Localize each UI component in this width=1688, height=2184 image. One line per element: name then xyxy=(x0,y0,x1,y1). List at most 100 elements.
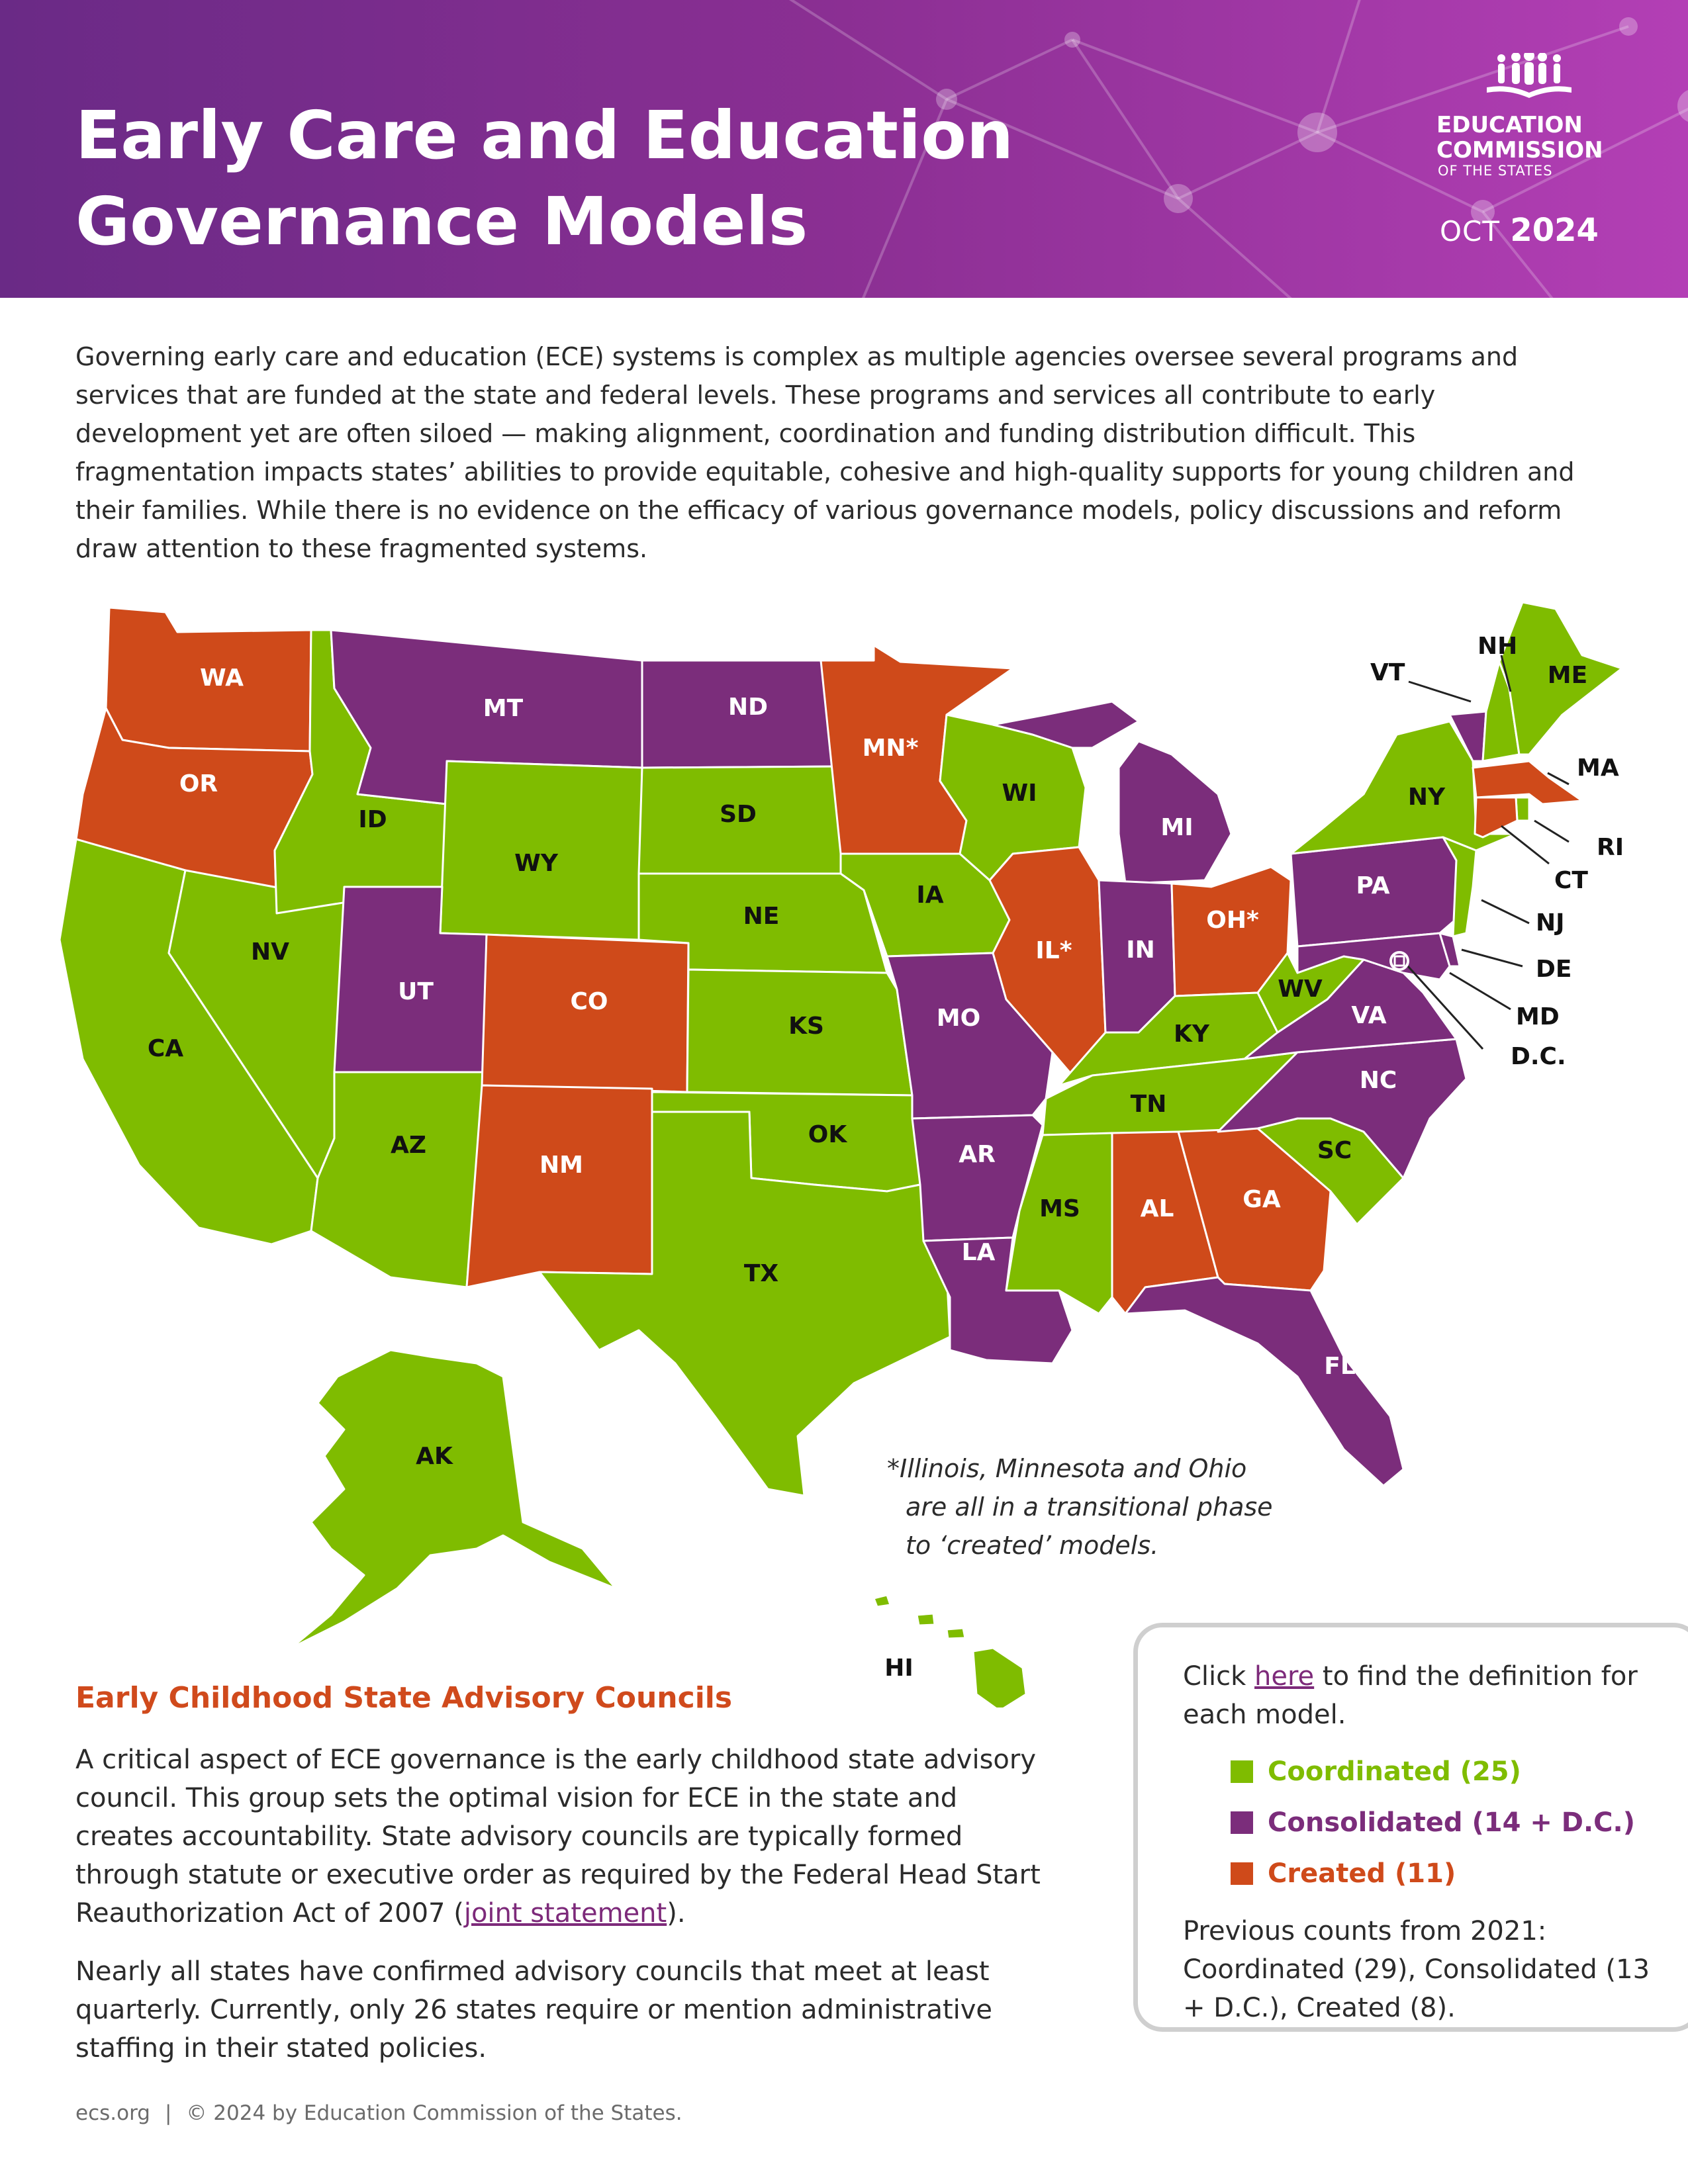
state-MI[interactable] xyxy=(992,700,1233,885)
state-DC[interactable] xyxy=(1393,955,1405,967)
advisory-p1-text: A critical aspect of ECE governance is t… xyxy=(75,1745,1041,1929)
network-pattern xyxy=(788,0,1688,298)
label-SD: SD xyxy=(720,801,757,828)
ecs-logo[interactable]: EDUCATION COMMISSION OF THE STATES xyxy=(1436,50,1622,179)
coordinated-swatch xyxy=(1231,1760,1253,1783)
label-WA: WA xyxy=(200,664,244,692)
label-FL: FL xyxy=(1324,1353,1356,1380)
date-month: OCT xyxy=(1440,215,1501,248)
state-LA[interactable] xyxy=(922,1236,1074,1365)
label-AR: AR xyxy=(959,1141,996,1168)
label-GA: GA xyxy=(1243,1186,1281,1213)
legend-intro: Click here to find the definition for ea… xyxy=(1183,1657,1646,1734)
label-IL: IL* xyxy=(1035,937,1072,964)
state-TX[interactable] xyxy=(538,1111,951,1497)
label-LA: LA xyxy=(962,1239,996,1266)
logo-text-of-the-states: OF THE STATES xyxy=(1438,163,1553,179)
label-SC: SC xyxy=(1317,1137,1352,1164)
label-CA: CA xyxy=(148,1035,183,1062)
label-WV: WV xyxy=(1278,976,1323,1003)
legend-label-created: Created (11) xyxy=(1268,1858,1456,1889)
intro-paragraph: Governing early care and education (ECE)… xyxy=(75,342,1575,563)
publication-date: OCT 2024 xyxy=(1440,212,1599,249)
label-OR: OR xyxy=(179,770,218,797)
label-MO: MO xyxy=(937,1005,980,1032)
state-ME[interactable] xyxy=(1498,601,1623,756)
previous-counts: Previous counts from 2021: Coordinated (… xyxy=(1183,1916,1650,2023)
date-year: 2024 xyxy=(1510,212,1599,249)
label-DC: D.C. xyxy=(1511,1043,1566,1070)
label-ID: ID xyxy=(358,806,387,833)
advisory-p1-end: ). xyxy=(667,1898,686,1929)
advisory-paragraph-1: A critical aspect of ECE governance is t… xyxy=(75,1741,1055,1933)
label-IN: IN xyxy=(1126,936,1155,964)
label-TX: TX xyxy=(744,1260,779,1287)
label-KS: KS xyxy=(788,1013,824,1040)
footnote-line-2: are all in a transitional phase xyxy=(906,1492,1273,1522)
header-banner: Early Care and Education Governance Mode… xyxy=(0,0,1688,298)
state-IL[interactable] xyxy=(988,846,1107,1077)
label-UT: UT xyxy=(398,978,434,1005)
legend-box: Click here to find the definition for ea… xyxy=(1133,1623,1688,2032)
consolidated-swatch xyxy=(1231,1811,1253,1834)
label-CT: CT xyxy=(1554,867,1588,894)
footer-separator: | xyxy=(164,2101,172,2125)
label-TN: TN xyxy=(1131,1091,1167,1118)
state-NM[interactable] xyxy=(465,1084,653,1289)
label-NM: NM xyxy=(539,1152,583,1179)
footer-copyright: © 2024 by Education Commission of the St… xyxy=(186,2101,682,2125)
state-AK[interactable] xyxy=(290,1349,617,1649)
footnote-line-3: to ‘created’ models. xyxy=(906,1531,1159,1560)
label-VT: VT xyxy=(1370,659,1405,686)
legend-item-consolidated: Consolidated (14 + D.C.) xyxy=(1231,1807,1635,1838)
label-AZ: AZ xyxy=(391,1132,426,1159)
label-MD: MD xyxy=(1516,1003,1560,1030)
label-CO: CO xyxy=(570,988,608,1015)
label-DE: DE xyxy=(1536,956,1571,983)
state-AR[interactable] xyxy=(911,1114,1044,1242)
label-MT: MT xyxy=(483,695,524,722)
state-HI[interactable] xyxy=(872,1594,1027,1707)
label-RI: RI xyxy=(1597,834,1624,861)
label-NH: NH xyxy=(1477,633,1517,660)
footnote-line-1: *Illinois, Minnesota and Ohio xyxy=(887,1454,1247,1483)
label-ME: ME xyxy=(1548,662,1587,689)
state-FL[interactable] xyxy=(1124,1276,1405,1487)
label-HI: HI xyxy=(884,1655,914,1682)
label-NC: NC xyxy=(1360,1067,1397,1094)
state-CT[interactable] xyxy=(1474,796,1519,839)
definitions-here-link[interactable]: here xyxy=(1254,1661,1315,1692)
state-DE[interactable] xyxy=(1438,932,1461,968)
label-PA: PA xyxy=(1356,872,1390,899)
label-MN: MN* xyxy=(863,735,919,762)
label-OK: OK xyxy=(808,1121,848,1148)
label-AL: AL xyxy=(1141,1195,1174,1222)
title-line-2: Governance Models xyxy=(75,183,808,260)
label-MA: MA xyxy=(1577,754,1619,782)
label-WY: WY xyxy=(514,850,559,877)
logo-text-education: EDUCATION xyxy=(1436,112,1583,138)
legend-label-consolidated: Consolidated (14 + D.C.) xyxy=(1268,1807,1635,1838)
footer-site-link[interactable]: ecs.org xyxy=(75,2101,150,2125)
label-NV: NV xyxy=(251,938,289,966)
page-title: Early Care and Education Governance Mode… xyxy=(75,93,1013,265)
joint-statement-link[interactable]: joint statement xyxy=(463,1898,667,1929)
advisory-councils-heading: Early Childhood State Advisory Councils xyxy=(75,1681,733,1715)
label-IA: IA xyxy=(916,882,943,909)
label-MS: MS xyxy=(1039,1195,1080,1222)
legend-item-created: Created (11) xyxy=(1231,1858,1456,1889)
label-NJ: NJ xyxy=(1536,909,1565,936)
people-book-icon xyxy=(1487,50,1571,98)
legend-click-text: Click xyxy=(1183,1661,1255,1692)
transition-footnote: *Illinois, Minnesota and Ohio are all in… xyxy=(887,1449,1350,1565)
label-WI: WI xyxy=(1002,780,1037,807)
legend-label-coordinated: Coordinated (25) xyxy=(1268,1756,1521,1787)
label-AK: AK xyxy=(416,1443,453,1470)
title-line-1: Early Care and Education xyxy=(75,97,1014,174)
label-VA: VA xyxy=(1351,1002,1386,1029)
label-ND: ND xyxy=(728,694,768,721)
label-OH: OH* xyxy=(1206,907,1259,934)
state-NC[interactable] xyxy=(1217,1038,1468,1179)
state-AZ[interactable] xyxy=(310,1071,486,1289)
label-KY: KY xyxy=(1174,1021,1210,1048)
